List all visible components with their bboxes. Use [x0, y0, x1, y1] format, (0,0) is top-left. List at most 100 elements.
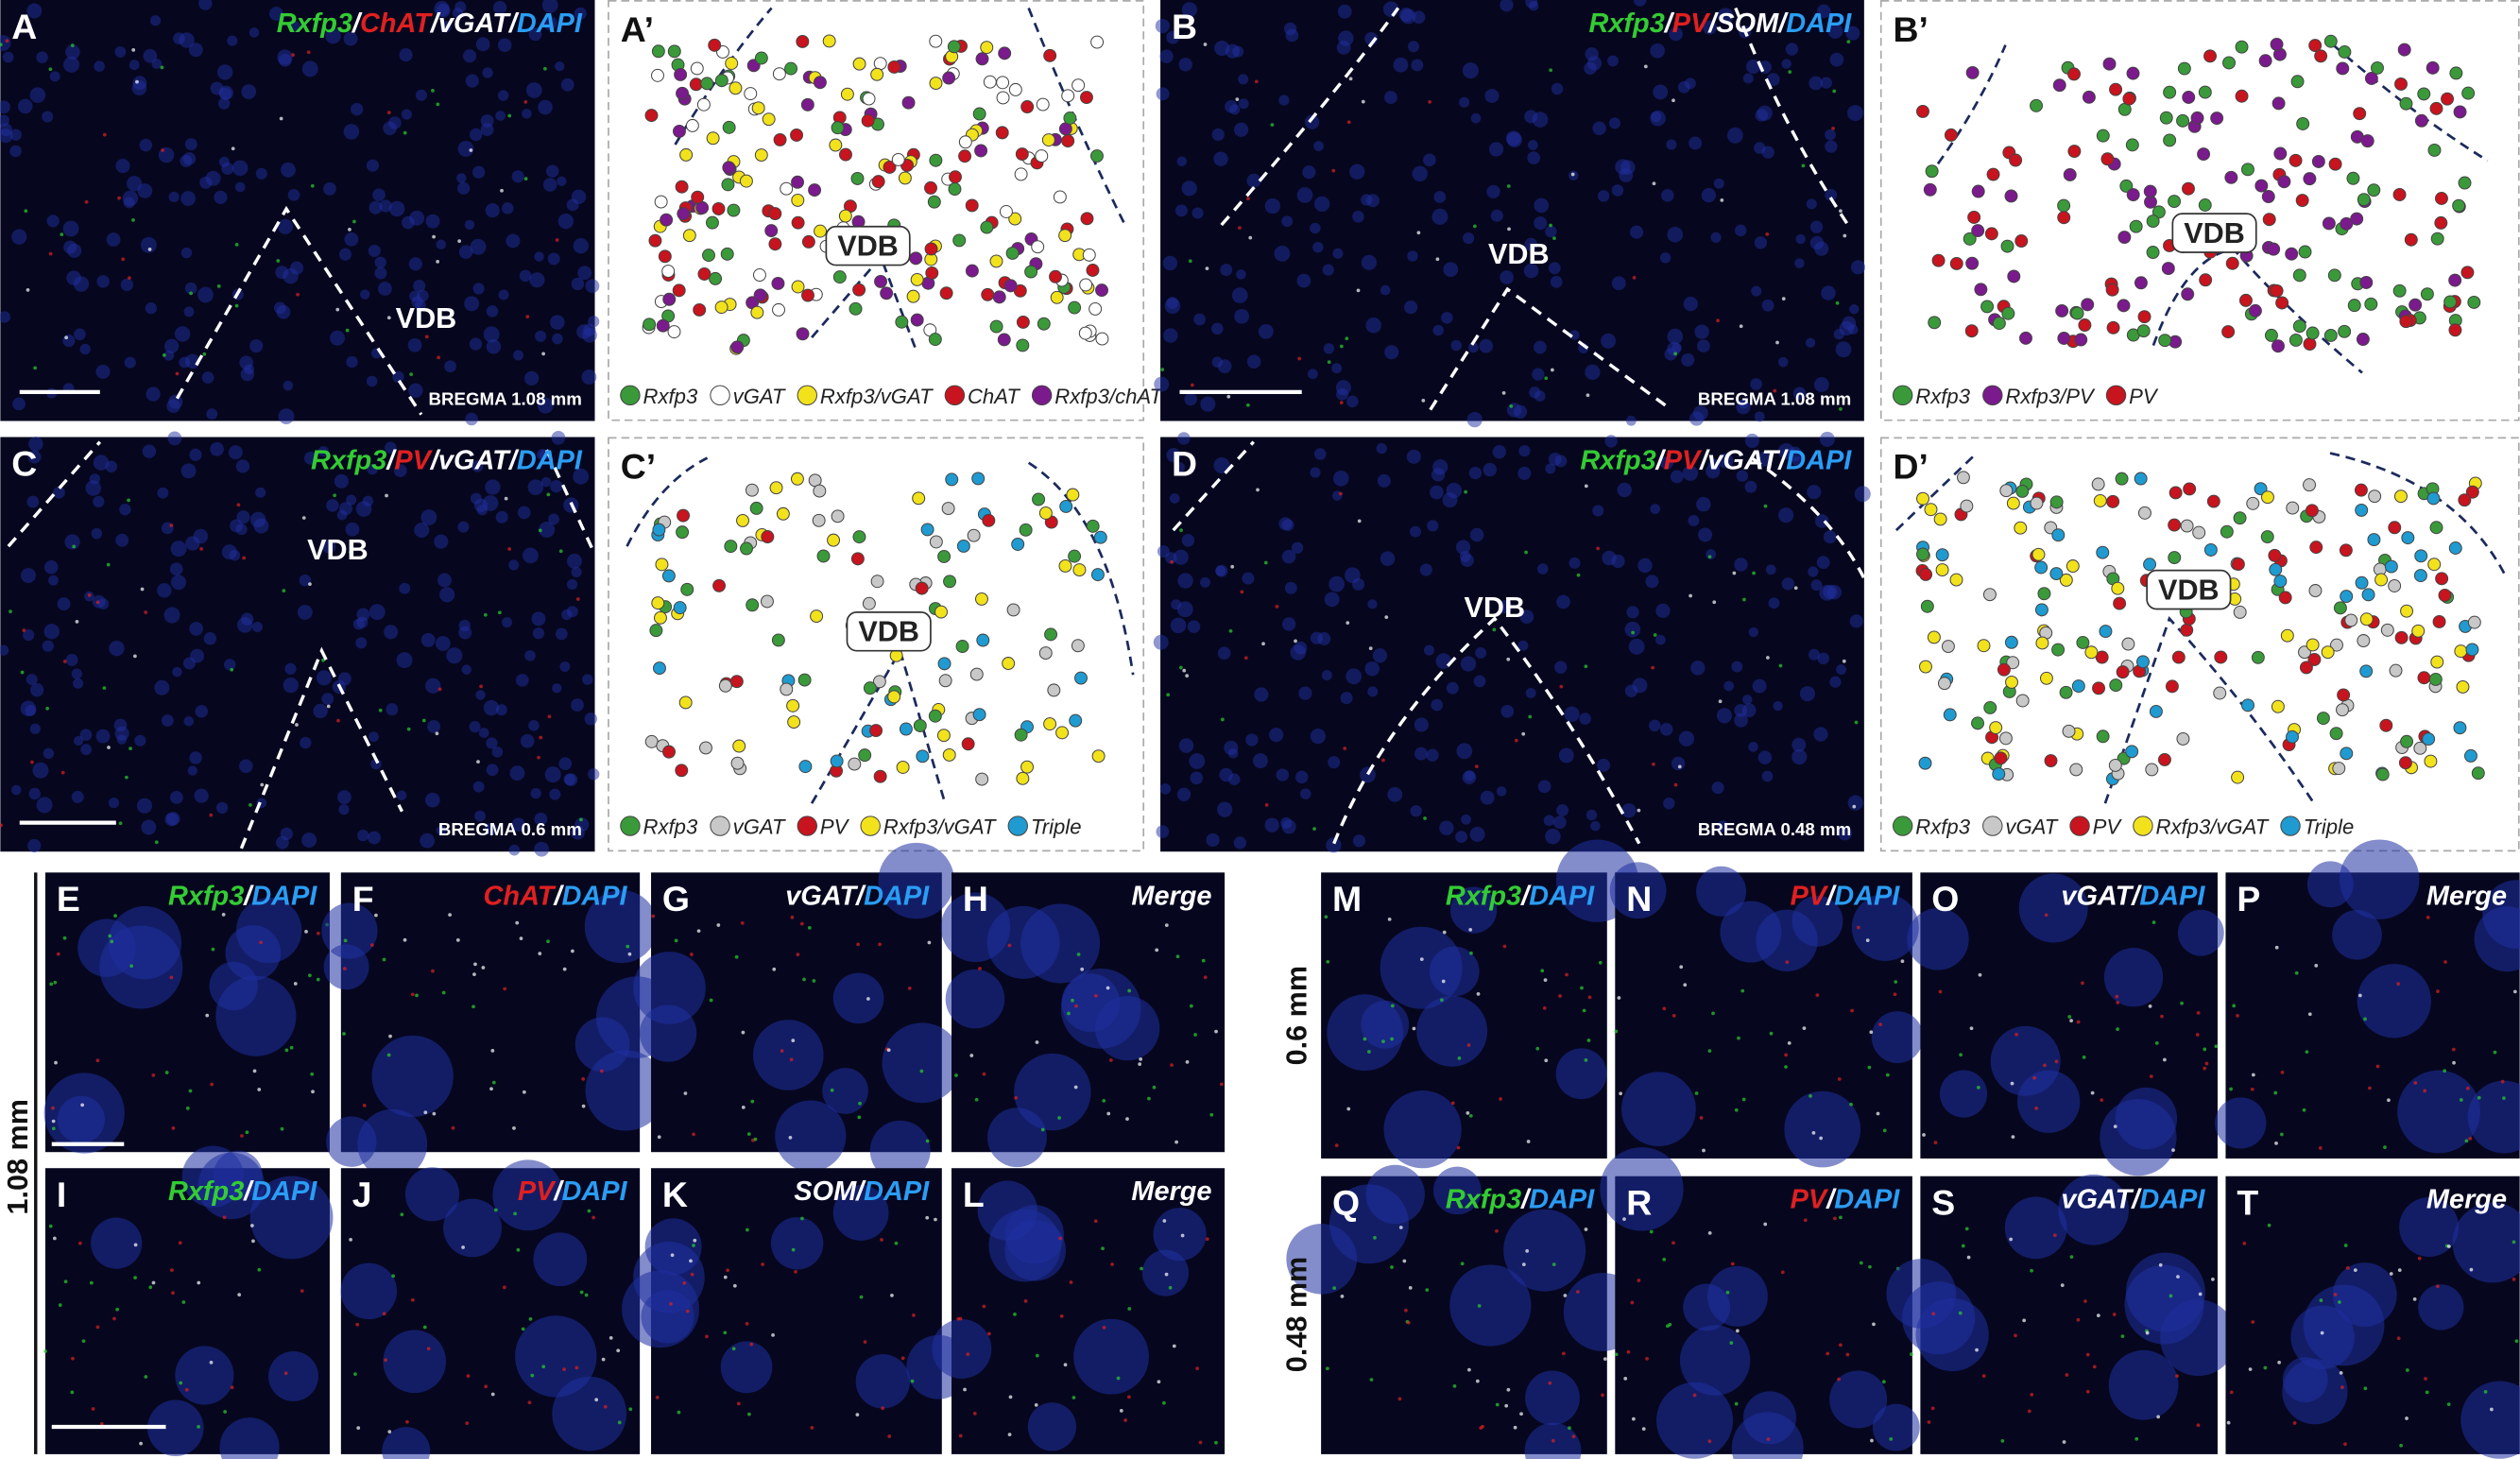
nucleus — [588, 768, 600, 781]
cell-dot — [1994, 751, 2008, 765]
speck — [2502, 1096, 2506, 1101]
speck — [24, 209, 28, 214]
speck — [723, 1330, 728, 1335]
nucleus — [236, 617, 253, 633]
speck — [1978, 972, 1982, 977]
nucleus — [550, 480, 563, 493]
speck — [1195, 1366, 1199, 1370]
label-part: DAPI — [517, 446, 583, 476]
speck — [1214, 1029, 1218, 1034]
speck — [1869, 1030, 1874, 1035]
speck — [1139, 1057, 1143, 1061]
panel-letter: A’ — [621, 9, 654, 49]
speck — [2083, 1299, 2087, 1303]
cell-dot — [662, 745, 676, 759]
speck — [794, 1270, 797, 1274]
speck — [1127, 1395, 1131, 1399]
speck — [20, 670, 25, 675]
cell-dot — [924, 180, 937, 195]
nucleus — [1742, 695, 1753, 705]
region-label: VDB — [1488, 238, 1550, 270]
nucleus — [511, 170, 524, 183]
speck — [178, 1241, 182, 1245]
speck — [2305, 1050, 2309, 1055]
cell-dot — [2299, 661, 2313, 675]
speck — [2353, 1268, 2357, 1272]
panel-label: Rxfp3/DAPI — [168, 881, 317, 911]
speck — [48, 67, 53, 72]
nucleus — [2357, 964, 2431, 1038]
legend-label: PV — [820, 815, 850, 839]
nucleus — [136, 798, 153, 814]
panel-small: P Merge — [2215, 839, 2520, 1159]
cell-dot — [651, 44, 665, 59]
nucleus — [1170, 617, 1187, 634]
speck — [1839, 406, 1843, 411]
speck — [1961, 1244, 1965, 1248]
nucleus — [1439, 820, 1454, 835]
nucleus — [502, 202, 514, 215]
nucleus — [1548, 262, 1561, 275]
speck — [48, 251, 53, 256]
speck — [628, 1407, 633, 1412]
nucleus — [20, 700, 37, 717]
cell-dot — [2076, 636, 2090, 649]
speck — [151, 1073, 156, 1077]
cell-dot — [813, 484, 827, 498]
cell-dot — [2290, 75, 2305, 89]
speck — [188, 1089, 193, 1093]
legend-label: vGAT — [2005, 815, 2058, 839]
cell-dot — [2380, 623, 2394, 637]
nucleus — [574, 7, 587, 20]
speck — [1614, 1352, 1619, 1357]
nucleus — [371, 1035, 454, 1118]
nucleus — [486, 764, 499, 777]
nucleus — [557, 176, 567, 186]
panel-label: vGAT/DAPI — [2061, 881, 2205, 911]
nucleus — [26, 495, 40, 508]
speck — [160, 65, 164, 70]
panel-letter: C’ — [621, 447, 656, 487]
nucleus — [1697, 339, 1710, 352]
panel-letter: O — [1931, 879, 1959, 918]
panel-letter: Q — [1332, 1183, 1360, 1223]
speck — [1734, 1401, 1739, 1406]
cell-dot — [831, 121, 845, 135]
nucleus — [399, 48, 413, 62]
cell-dot — [1032, 492, 1046, 506]
nucleus — [1380, 284, 1391, 296]
speck — [2054, 1059, 2059, 1064]
cell-dot — [891, 152, 905, 166]
speck — [1387, 917, 1392, 921]
speck — [1102, 1326, 1106, 1330]
nucleus — [1690, 661, 1706, 676]
legend-dot — [1892, 385, 1913, 406]
nucleus — [1809, 220, 1824, 233]
speck — [1793, 586, 1798, 591]
cell-dot — [2059, 573, 2073, 587]
nucleus — [1683, 296, 1698, 312]
cell-dot — [784, 61, 798, 76]
speck — [489, 1087, 493, 1091]
speck — [2163, 1057, 2167, 1062]
cell-dot — [662, 292, 677, 306]
row-label: 1.08 mm — [2, 1099, 34, 1214]
cell-dot — [746, 598, 760, 612]
nucleus — [1332, 248, 1344, 259]
speck — [1559, 684, 1564, 689]
cell-dot — [928, 333, 942, 347]
cell-dot — [2158, 334, 2172, 348]
speck — [209, 1360, 214, 1365]
speck — [424, 335, 429, 339]
speck — [2115, 994, 2119, 999]
speck — [437, 687, 442, 692]
speck — [431, 89, 435, 93]
cell-dot — [2404, 232, 2418, 247]
nucleus — [1754, 142, 1766, 154]
region-box — [825, 225, 911, 266]
cell-dot — [2049, 495, 2064, 509]
speck — [1651, 665, 1655, 670]
cell-dot — [2327, 268, 2341, 283]
label-part: / — [1663, 9, 1675, 39]
nucleus — [2125, 1252, 2205, 1332]
